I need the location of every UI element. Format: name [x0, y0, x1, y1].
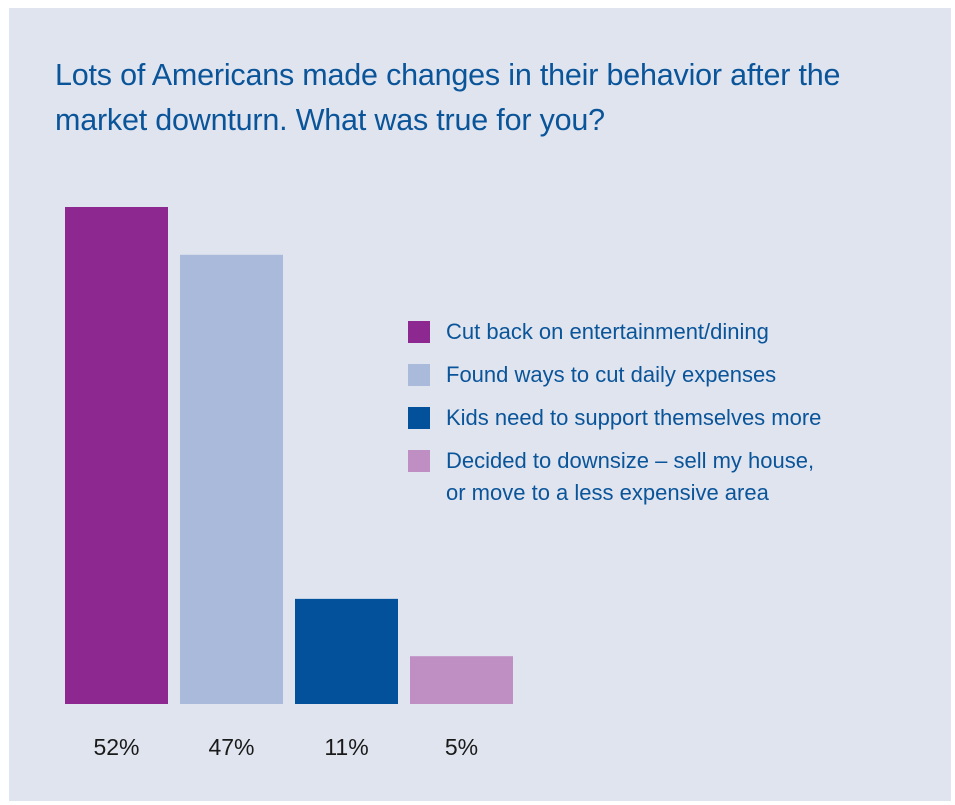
chart-legend: Cut back on entertainment/dining Found wa…: [408, 316, 908, 520]
legend-swatch-4: [408, 450, 430, 472]
value-label-4: 5%: [445, 734, 478, 760]
legend-item-1: Cut back on entertainment/dining: [408, 316, 908, 348]
chart-title: Lots of Americans made changes in their …: [55, 58, 841, 137]
legend-label-4: Decided to downsize – sell my house, or …: [446, 448, 815, 505]
bar-3: [295, 598, 398, 704]
legend-label-1: Cut back on entertainment/dining: [446, 319, 769, 344]
value-label-3: 11%: [324, 734, 368, 760]
legend-label-2: Found ways to cut daily expenses: [446, 362, 777, 387]
legend-item-2: Found ways to cut daily expenses: [408, 359, 908, 391]
legend-label-3: Kids need to support themselves more: [446, 405, 822, 430]
legend-item-3: Kids need to support themselves more: [408, 402, 908, 434]
bar-2: [180, 254, 283, 705]
legend-swatch-2: [408, 364, 430, 386]
value-label-1: 52%: [93, 734, 139, 760]
bar-1: [65, 207, 168, 704]
legend-swatch-1: [408, 321, 430, 343]
legend-swatch-3: [408, 407, 430, 429]
value-label-2: 47%: [208, 734, 254, 760]
legend-item-4: Decided to downsize – sell my house, or …: [408, 445, 908, 509]
bar-4: [410, 656, 513, 704]
